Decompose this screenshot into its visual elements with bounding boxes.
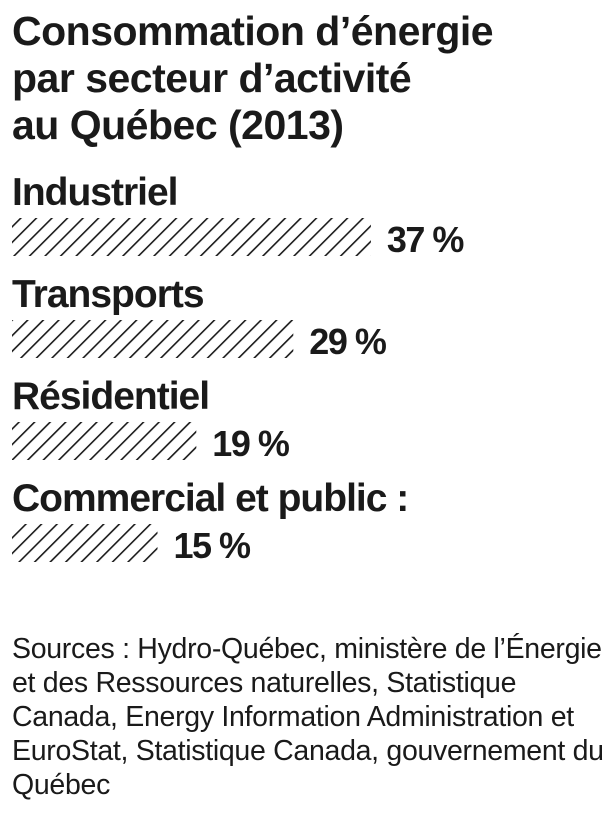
category-label: Commercial et public : [12, 477, 408, 520]
category-label: Résidentiel [12, 375, 209, 418]
chart-title-line-1: Consommation d’énergie [12, 8, 494, 54]
sources-note: Sources : Hydro-Québec, ministère de l’É… [12, 633, 604, 801]
bar [12, 524, 158, 562]
value-label: 37 % [387, 219, 465, 260]
value-label: 29 % [309, 321, 387, 362]
bar [12, 320, 294, 358]
bar [12, 422, 197, 460]
category-label: Transports [12, 273, 204, 316]
chart-title-line-3: au Québec (2013) [12, 102, 344, 148]
value-label: 15 % [174, 525, 252, 566]
value-label: 19 % [212, 423, 290, 464]
bar [12, 218, 371, 256]
chart-title: Consommation d’énergie par secteur d’act… [12, 8, 602, 149]
chart-title-line-2: par secteur d’activité [12, 55, 412, 101]
category-label: Industriel [12, 171, 178, 214]
